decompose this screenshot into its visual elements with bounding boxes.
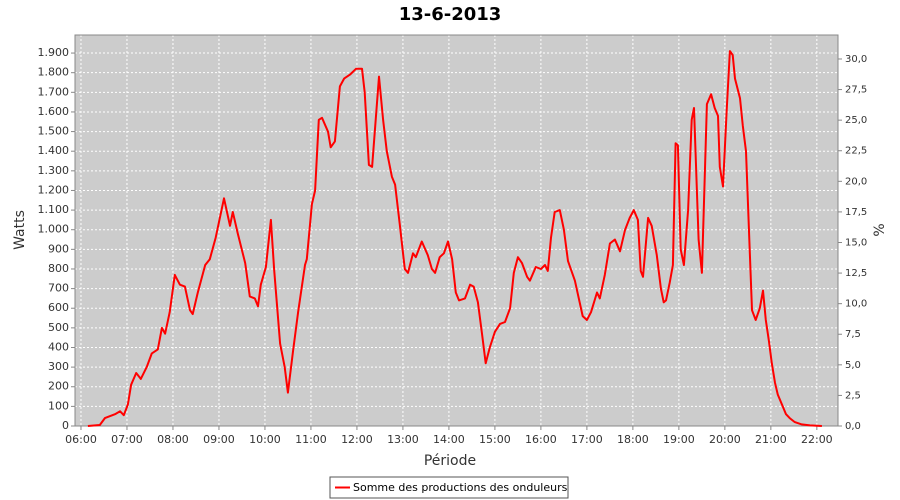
x-tick-label: 17:00 — [571, 433, 603, 446]
y2-tick-label: 5,0 — [845, 360, 861, 371]
x-tick-label: 18:00 — [617, 433, 649, 446]
y-tick-label: 900 — [48, 242, 69, 255]
y-tick-label: 500 — [48, 321, 69, 334]
y-tick-label: 1.400 — [38, 144, 70, 157]
y2-tick-label: 22,5 — [845, 146, 867, 157]
y2-tick-label: 10,0 — [845, 299, 867, 310]
y-axis-label: Watts — [12, 210, 28, 250]
plot-area — [75, 35, 838, 426]
line-series — [87, 50, 822, 427]
y-tick-label: 1.500 — [38, 125, 70, 138]
y-tick-label: 1.600 — [38, 105, 70, 118]
y-tick-label: 1.100 — [38, 203, 70, 216]
y-tick-label: 1.000 — [38, 223, 70, 236]
x-tick-label: 07:00 — [111, 433, 143, 446]
y2-tick-label: 30,0 — [845, 54, 867, 65]
legend-label: Somme des productions des onduleurs — [353, 481, 568, 494]
y-tick-label: 1.900 — [38, 46, 70, 59]
y2-tick-label: 27,5 — [845, 85, 867, 96]
y2-tick-label: 17,5 — [845, 207, 867, 218]
y-tick-label: 200 — [48, 380, 69, 393]
x-tick-label: 22:00 — [801, 433, 833, 446]
y-tick-label: 600 — [48, 301, 69, 314]
y2-tick-label: 0,0 — [845, 421, 861, 432]
y-tick-label: 300 — [48, 360, 69, 373]
x-tick-label: 16:00 — [525, 433, 557, 446]
y-tick-label: 1.200 — [38, 183, 70, 196]
y2-tick-label: 20,0 — [845, 176, 867, 187]
x-tick-label: 13:00 — [387, 433, 419, 446]
x-tick-label: 19:00 — [663, 433, 695, 446]
x-tick-label: 15:00 — [479, 433, 511, 446]
y2-tick-label: 7,5 — [845, 329, 861, 340]
x-tick-label: 14:00 — [433, 433, 465, 446]
x-axis-label: Période — [424, 453, 476, 469]
y-tick-label: 700 — [48, 282, 69, 295]
y-tick-label: 1.700 — [38, 85, 70, 98]
x-tick-label: 08:00 — [157, 433, 189, 446]
y-tick-label: 100 — [48, 399, 69, 412]
legend-box — [329, 476, 569, 499]
y-tick-label: 400 — [48, 340, 69, 353]
y-tick-label: 1.300 — [38, 164, 70, 177]
y2-tick-label: 25,0 — [845, 115, 867, 126]
x-tick-label: 10:00 — [249, 433, 281, 446]
x-tick-label: 20:00 — [709, 433, 741, 446]
chart-title: 13-6-2013 — [399, 4, 502, 25]
plot-border — [74, 34, 839, 427]
y2-tick-label: 2,5 — [845, 390, 861, 401]
y2-tick-label: 12,5 — [845, 268, 867, 279]
x-tick-label: 09:00 — [203, 433, 235, 446]
x-tick-label: 12:00 — [341, 433, 373, 446]
y-tick-label: 800 — [48, 262, 69, 275]
x-tick-label: 11:00 — [295, 433, 327, 446]
y-tick-label: 0 — [62, 419, 69, 432]
y-tick-label: 1.800 — [38, 66, 70, 79]
y2-tick-label: 15,0 — [845, 237, 867, 248]
x-tick-label: 21:00 — [755, 433, 787, 446]
y2-axis-label: % — [872, 223, 888, 236]
x-tick-label: 06:00 — [65, 433, 97, 446]
